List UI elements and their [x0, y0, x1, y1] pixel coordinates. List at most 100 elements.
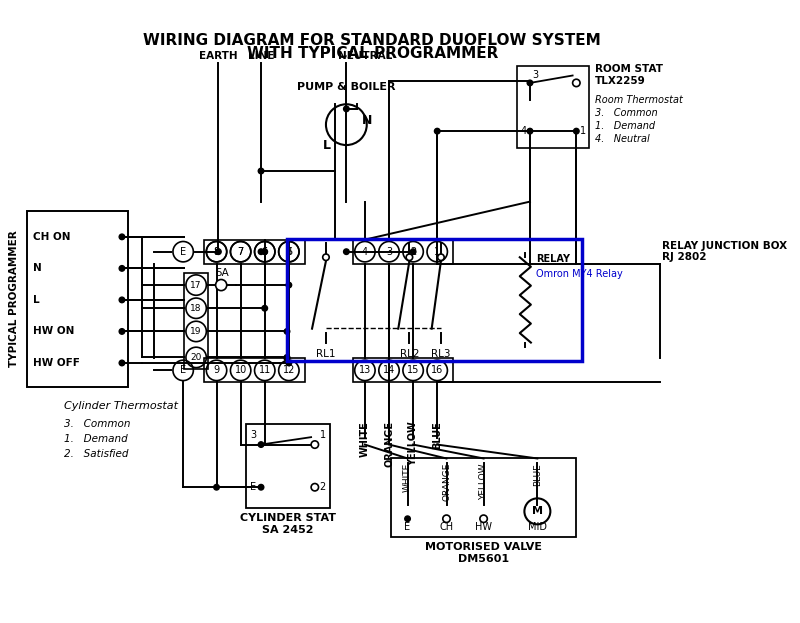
Text: ORANGE: ORANGE	[384, 421, 394, 467]
Bar	[205, 240, 305, 264]
Text: HW: HW	[475, 521, 492, 532]
Circle shape	[284, 354, 290, 360]
Text: 8: 8	[214, 247, 219, 257]
Circle shape	[214, 485, 219, 490]
Text: 9: 9	[214, 365, 219, 376]
Text: 8: 8	[286, 247, 292, 257]
Circle shape	[406, 254, 413, 260]
Circle shape	[343, 106, 349, 112]
Circle shape	[284, 329, 290, 334]
Text: 10: 10	[234, 365, 246, 376]
Text: 6: 6	[262, 247, 268, 257]
Bar	[27, 211, 127, 387]
Text: 7: 7	[238, 247, 244, 257]
Circle shape	[216, 280, 226, 291]
Text: MOTORISED VALVE
DM5601: MOTORISED VALVE DM5601	[425, 542, 542, 564]
Text: MID: MID	[528, 521, 547, 532]
Bar	[353, 358, 453, 383]
Text: BLUE: BLUE	[432, 421, 442, 449]
Bar	[287, 239, 582, 361]
Text: 18: 18	[190, 304, 202, 313]
Circle shape	[405, 516, 410, 521]
Text: RL3: RL3	[431, 349, 450, 359]
Circle shape	[262, 305, 267, 311]
Text: 19: 19	[190, 327, 202, 336]
Text: 13: 13	[358, 365, 371, 376]
Text: L: L	[322, 140, 330, 153]
Text: 2: 2	[319, 482, 326, 492]
Circle shape	[119, 329, 125, 334]
Text: 11: 11	[258, 365, 271, 376]
Text: 1.   Demand: 1. Demand	[65, 434, 128, 444]
Circle shape	[573, 79, 580, 87]
Text: 3: 3	[250, 430, 257, 440]
Bar	[391, 459, 576, 537]
Text: HW ON: HW ON	[33, 326, 74, 336]
Text: 12: 12	[282, 365, 295, 376]
Text: PUMP & BOILER: PUMP & BOILER	[297, 82, 396, 92]
Circle shape	[442, 515, 450, 523]
Circle shape	[284, 356, 290, 361]
Circle shape	[438, 254, 444, 260]
Text: 4.   Neutral: 4. Neutral	[595, 133, 650, 143]
Text: Room Thermostat: Room Thermostat	[595, 95, 682, 105]
Circle shape	[262, 249, 267, 254]
Text: NEUTRAL: NEUTRAL	[338, 50, 392, 60]
Text: N: N	[33, 264, 42, 273]
Bar	[246, 424, 330, 508]
Text: 2: 2	[410, 247, 416, 257]
Circle shape	[322, 254, 329, 260]
Text: 1: 1	[580, 126, 586, 136]
Text: 5: 5	[286, 247, 292, 257]
Text: RL2: RL2	[400, 349, 419, 359]
Text: WIRING DIAGRAM FOR STANDARD DUOFLOW SYSTEM: WIRING DIAGRAM FOR STANDARD DUOFLOW SYST…	[143, 33, 601, 48]
Text: 2.   Satisfied: 2. Satisfied	[65, 449, 129, 459]
Circle shape	[119, 234, 125, 240]
Text: CH: CH	[439, 521, 454, 532]
Text: WHITE: WHITE	[403, 463, 412, 492]
Text: 3: 3	[386, 247, 392, 257]
Text: 4: 4	[520, 126, 526, 136]
Text: E: E	[180, 365, 186, 376]
Text: 15: 15	[407, 365, 419, 376]
Text: EARTH: EARTH	[199, 50, 238, 60]
Circle shape	[343, 249, 349, 254]
Circle shape	[119, 360, 125, 366]
Text: E: E	[250, 482, 257, 492]
Circle shape	[258, 168, 264, 174]
Text: 3.   Common: 3. Common	[595, 108, 658, 118]
Text: RL1: RL1	[316, 349, 336, 359]
Bar	[205, 358, 305, 383]
Text: WITH TYPICAL PROGRAMMER: WITH TYPICAL PROGRAMMER	[246, 46, 498, 61]
Text: RELAY JUNCTION BOX
RJ 2802: RELAY JUNCTION BOX RJ 2802	[662, 240, 786, 262]
Circle shape	[119, 297, 125, 303]
Text: 1: 1	[434, 247, 440, 257]
Text: 17: 17	[190, 280, 202, 290]
Text: Omron MY4 Relay: Omron MY4 Relay	[537, 269, 623, 279]
Text: L: L	[33, 295, 39, 305]
Text: N: N	[362, 113, 373, 126]
Circle shape	[574, 128, 579, 134]
Circle shape	[480, 515, 487, 523]
Text: 3.   Common: 3. Common	[65, 419, 131, 429]
Circle shape	[434, 128, 440, 134]
Text: 6: 6	[262, 247, 268, 257]
Text: E: E	[180, 247, 186, 257]
Text: 5A: 5A	[215, 268, 229, 278]
Text: E: E	[405, 521, 410, 532]
Text: YELLOW: YELLOW	[479, 463, 488, 500]
Bar	[353, 240, 453, 264]
Circle shape	[286, 360, 292, 366]
Circle shape	[311, 441, 318, 449]
Text: 16: 16	[431, 365, 443, 376]
Bar	[517, 66, 590, 148]
Circle shape	[410, 249, 416, 254]
Text: 8: 8	[214, 247, 219, 257]
Text: TYPICAL PROGRAMMER: TYPICAL PROGRAMMER	[10, 231, 19, 368]
Text: M: M	[532, 506, 543, 516]
Text: CYLINDER STAT
SA 2452: CYLINDER STAT SA 2452	[240, 513, 336, 535]
Text: 14: 14	[383, 365, 395, 376]
Circle shape	[258, 249, 264, 254]
Text: RELAY: RELAY	[537, 254, 570, 264]
Text: CH ON: CH ON	[33, 232, 70, 242]
